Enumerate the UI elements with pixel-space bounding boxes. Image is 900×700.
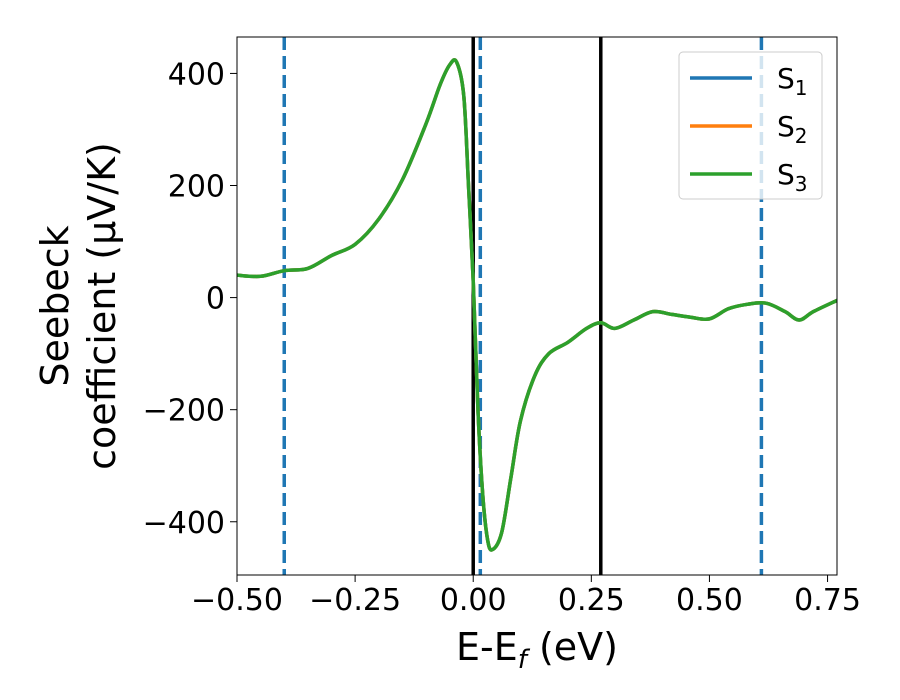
y-axis-label: Seebeck coefficient (μV/K) [33,142,124,470]
data-series [237,58,837,552]
y-tick-label: −400 [143,506,225,541]
y-axis-ticks: 400 200 0 −200 −400 [143,57,237,541]
plot-frame [236,36,838,576]
y-tick-label: 400 [168,57,225,92]
x-axis-ticks: −0.50 −0.25 0.00 0.25 0.50 0.75 [191,575,861,618]
x-tick-label: 0.75 [794,583,861,618]
x-tick-label: −0.25 [309,583,401,618]
x-axis-label: E-Ef (eV) [456,625,618,675]
y-axis-label-line2: coefficient (μV/K) [80,142,124,470]
legend-label-s3: S3 [777,158,808,196]
y-tick-label: −200 [143,394,225,429]
legend: S1 S2 S3 [678,51,823,200]
x-tick-label: 0.00 [440,583,507,618]
x-tick-label: 0.25 [558,583,625,618]
x-tick-label: −0.50 [191,583,283,618]
legend-label-s1: S1 [777,62,808,100]
y-axis-label-line1: Seebeck [33,225,77,386]
y-tick-label: 200 [168,170,225,205]
x-tick-label: 0.50 [676,583,743,618]
legend-label-s2: S2 [777,110,808,148]
series-line-s3 [237,58,837,552]
y-tick-label: 0 [206,282,225,317]
